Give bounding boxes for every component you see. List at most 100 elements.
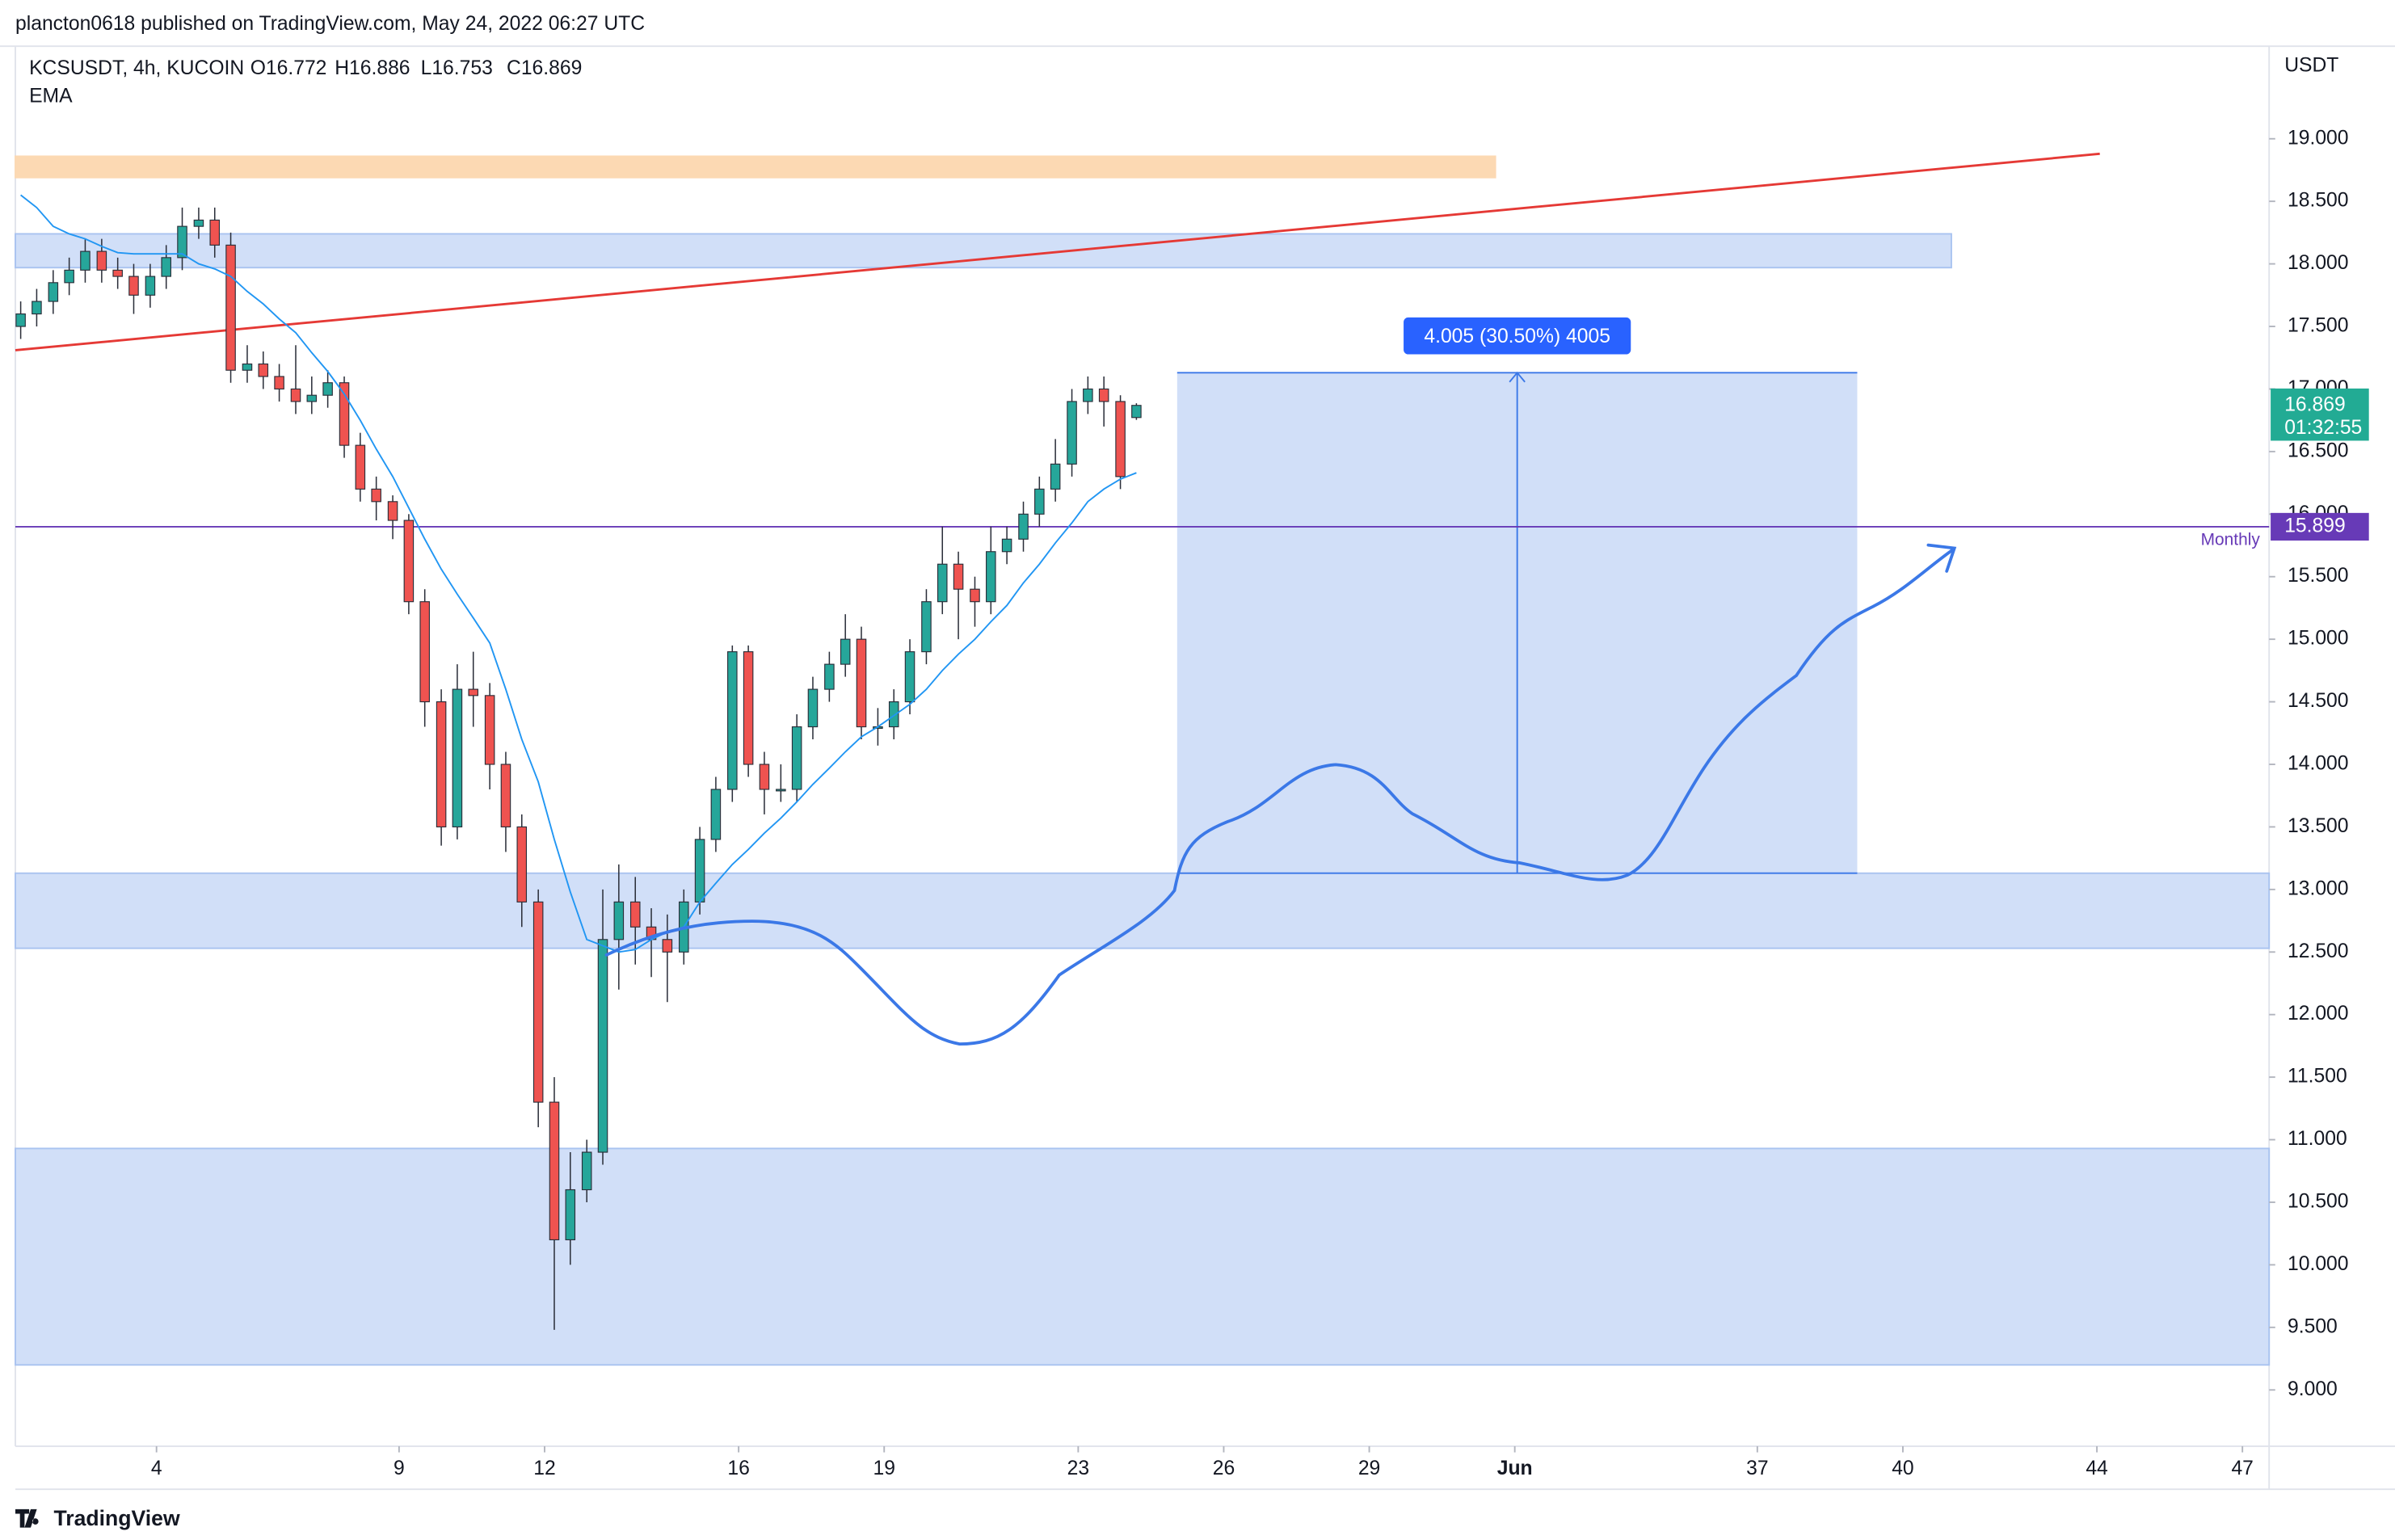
y-tick-label: 14.500 (2288, 690, 2349, 712)
candle-body (791, 726, 802, 790)
candle-body (48, 282, 59, 302)
measure-arrowhead (1509, 371, 1526, 383)
y-tick-label: 11.500 (2288, 1066, 2347, 1088)
candle-body (776, 789, 786, 792)
x-tick-label: 16 (727, 1458, 749, 1479)
y-tick-label: 9.000 (2288, 1378, 2338, 1400)
y-tick-label: 15.500 (2288, 565, 2349, 587)
candle-body (290, 388, 301, 402)
candle-body (403, 520, 415, 603)
y-tick-label: 15.000 (2288, 628, 2349, 650)
candle-body (694, 839, 705, 903)
candle-body (970, 588, 980, 603)
candle-body (242, 363, 253, 371)
candle-body (209, 219, 221, 246)
candle-body (937, 563, 948, 603)
x-tick-label: Jun (1497, 1458, 1533, 1479)
candle-body (1067, 401, 1077, 465)
candle-body (953, 563, 964, 590)
y-tick-label: 12.000 (2288, 1003, 2349, 1025)
x-tick-label: 26 (1213, 1458, 1235, 1479)
candle-body (629, 901, 641, 928)
zone (15, 155, 1496, 179)
candle-body (856, 638, 867, 728)
candle-body (1131, 405, 1142, 419)
candle-body (1050, 463, 1061, 490)
ohlc-close: C16.869 (507, 57, 582, 79)
y-tick-label: 17.500 (2288, 315, 2349, 337)
ohlc-low: L16.753 (421, 57, 493, 79)
candle-body (500, 764, 511, 827)
measure-label-box (1404, 317, 1631, 355)
last-price-tag (2271, 388, 2369, 441)
x-tick-label: 19 (873, 1458, 894, 1479)
candle-body (888, 701, 899, 728)
candle-body (1018, 513, 1029, 540)
y-tick-label: 19.000 (2288, 127, 2349, 149)
trendline (15, 152, 2100, 351)
x-tick-label: 4 (151, 1458, 162, 1479)
candle-body (128, 276, 139, 296)
level-value: 15.899 (2284, 515, 2346, 536)
candle-body (662, 939, 673, 953)
candle-body (743, 651, 754, 765)
candle-body (807, 688, 819, 728)
candle-body (581, 1151, 592, 1191)
candle-body (727, 651, 738, 790)
candle-body (193, 219, 204, 227)
x-tick-label: 44 (2086, 1458, 2107, 1479)
candle-body (112, 269, 123, 277)
candle-body (1001, 538, 1012, 553)
ema-line (20, 194, 1137, 953)
candle-body (177, 225, 187, 259)
x-tick-label: 47 (2231, 1458, 2253, 1479)
x-tick-label: 9 (394, 1458, 405, 1479)
y-tick-label: 11.000 (2288, 1128, 2347, 1150)
candle-body (387, 501, 398, 521)
candle-body (921, 601, 932, 653)
candle-body (96, 250, 107, 271)
y-tick-label: 16.500 (2288, 440, 2349, 461)
candle-body (32, 301, 42, 315)
candle-body (64, 269, 74, 284)
zone (15, 872, 2271, 949)
y-tick-label: 9.500 (2288, 1315, 2338, 1337)
candle-body (452, 688, 463, 827)
candle-body (710, 789, 722, 840)
y-tick-label: 18.000 (2288, 252, 2349, 274)
candle-body (1098, 388, 1109, 402)
brand: TradingView (54, 1506, 180, 1530)
countdown: 01:32:55 (2284, 417, 2362, 439)
candle-body (306, 394, 318, 402)
symbol: KCSUSDT, 4h, KUCOIN (29, 57, 244, 79)
candle-body (258, 363, 269, 377)
candle-body (1034, 488, 1045, 515)
last-price: 16.869 (2284, 393, 2346, 415)
candle-body (339, 382, 350, 446)
x-tick-label: 12 (533, 1458, 555, 1479)
candle-body (484, 695, 495, 765)
brand-logo (15, 1508, 39, 1528)
x-tick-label: 23 (1067, 1458, 1089, 1479)
candle-body (549, 1101, 560, 1241)
candle-body (516, 826, 528, 903)
projection-arrowhead (1926, 543, 1957, 573)
candle-body (274, 376, 284, 390)
candle-body (355, 444, 366, 490)
candle-body (145, 276, 156, 296)
candle-body (322, 382, 333, 396)
y-tick-label: 12.500 (2288, 940, 2349, 962)
candle-body (597, 939, 608, 1153)
candle-body (371, 488, 381, 503)
y-axis-label: USDT (2284, 54, 2338, 76)
candle-body (904, 651, 915, 703)
level-name: Monthly (2201, 531, 2261, 549)
candle-body (436, 701, 447, 827)
candle-body (824, 663, 835, 690)
candle-body (986, 551, 996, 603)
candle-body (161, 257, 171, 277)
x-tick-label: 29 (1358, 1458, 1380, 1479)
candle-body (840, 638, 851, 665)
candle-body (759, 764, 770, 790)
